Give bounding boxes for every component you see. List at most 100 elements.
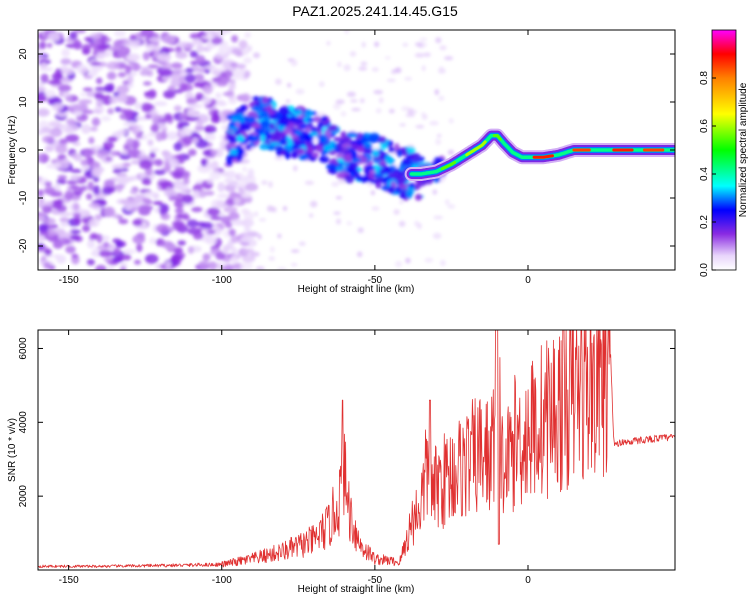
spectrogram-noise-cell (39, 41, 46, 50)
spectrogram-noise-cell (238, 39, 248, 50)
spectrogram-noise-cell (102, 87, 114, 92)
spectrogram-noise-cell (174, 198, 185, 209)
spectrogram-noise-cell (141, 102, 153, 113)
spectrogram-ridge-cell (350, 150, 358, 160)
spectrogram-noise-cell (84, 36, 93, 42)
spectrogram-noise-cell (127, 149, 141, 156)
spectrogram-noise-cell (88, 218, 100, 228)
spectrogram-ridge-cell (350, 171, 356, 178)
colorbar-tick-label: 0.4 (699, 167, 710, 181)
spectrogram-ridge-cell (259, 120, 271, 129)
spectrogram-noise-cell (55, 145, 68, 154)
snr-xtick-label: -50 (368, 575, 383, 586)
spectrogram-noise-cell (240, 241, 250, 246)
spectrogram-noise-cell (230, 255, 239, 264)
spectrogram-noise-cell (219, 116, 229, 123)
spectrogram-noise-cell (247, 45, 252, 52)
spectrogram-noise-cell (435, 37, 442, 44)
spectrogram-noise-cell (433, 215, 444, 220)
spectrogram-noise-cell (179, 113, 187, 119)
spectrogram-noise-cell (217, 49, 225, 56)
spectrogram-ridge-cell (258, 127, 268, 137)
spectrogram-noise-cell (191, 206, 203, 213)
spectrogram-noise-cell (38, 231, 49, 236)
spectrogram-ytick-label: -20 (18, 238, 29, 253)
spectrogram-noise-cell (170, 78, 182, 88)
spectrogram-noise-cell (194, 183, 203, 191)
spectrogram-noise-cell (141, 177, 152, 186)
spectrogram-ridge-cell (389, 172, 400, 180)
spectrogram-noise-cell (44, 248, 52, 256)
spectrogram-ridge-cell (346, 132, 358, 138)
spectrogram-ridge-cell (356, 145, 365, 153)
spectrogram-noise-cell (409, 110, 418, 114)
spectrogram-noise-cell (141, 66, 150, 71)
spectrogram-noise-cell (421, 65, 426, 72)
spectrogram-ridge-cell (380, 186, 389, 191)
spectrogram-noise-cell (69, 31, 78, 40)
spectrogram-ridge-cell (396, 149, 402, 158)
spectrogram-noise-cell (43, 262, 51, 270)
spectrogram-noise-cell (344, 30, 350, 34)
spectrogram-ytick-label: 0 (18, 147, 29, 153)
spectrogram-noise-cell (304, 180, 315, 185)
spectrogram-noise-cell (228, 228, 236, 237)
spectrogram-noise-cell (176, 41, 188, 47)
spectrogram-noise-cell (160, 213, 171, 221)
spectrogram-noise-cell (231, 247, 238, 257)
spectrogram-noise-cell (274, 156, 284, 161)
spectrogram-ridge-cell (398, 171, 406, 177)
spectrogram-noise-cell (240, 95, 251, 102)
spectrogram-noise-cell (212, 77, 222, 83)
spectrogram-noise-cell (42, 135, 55, 144)
spectrogram-ridge-cell (359, 137, 369, 143)
spectrogram-noise-cell (86, 193, 93, 200)
spectrogram-ylabel: Frequency (Hz) (7, 116, 18, 185)
spectrogram-noise-cell (74, 30, 86, 34)
spectrogram-noise-cell (204, 127, 212, 134)
spectrogram-noise-cell (80, 185, 88, 191)
spectrogram-noise-cell (96, 98, 104, 108)
spectrogram-noise-cell (337, 61, 342, 68)
spectrogram-ridge-cell (335, 165, 345, 172)
spectrogram-ridge-cell (388, 186, 395, 194)
spectrogram-noise-cell (95, 77, 103, 85)
spectrogram-noise-cell (107, 266, 115, 270)
spectrogram-noise-cell (38, 55, 43, 61)
spectrogram-noise-cell (186, 116, 200, 122)
spectrogram-ridge-cell (314, 143, 325, 152)
spectrogram-noise-cell (100, 95, 114, 105)
spectrogram-noise-cell (414, 42, 423, 47)
spectrogram-noise-cell (200, 35, 215, 40)
spectrogram-noise-cell (194, 73, 205, 82)
spectrogram-noise-cell (166, 226, 175, 231)
spectrogram-noise-cell (361, 41, 366, 48)
spectrogram-noise-cell (246, 174, 254, 179)
spectrogram-ridge-cell (252, 135, 259, 142)
snr-ytick-label: 2000 (18, 485, 29, 508)
spectrogram-ridge-cell (245, 144, 252, 151)
spectrogram-noise-cell (447, 149, 455, 155)
snr-data (38, 330, 675, 568)
spectrogram-noise-cell (147, 132, 159, 137)
spectrogram-noise-cell (81, 124, 91, 134)
spectrogram-noise-cell (91, 117, 101, 127)
spectrogram-hot-segment (532, 154, 554, 159)
spectrogram-ridge-cell (287, 138, 293, 148)
spectrogram-noise-cell (73, 103, 87, 112)
spectrogram-noise-cell (241, 254, 256, 263)
spectrogram-ridge-cell (234, 130, 241, 136)
spectrogram-noise-cell (116, 85, 130, 94)
spectrogram-ytick-label: 10 (18, 96, 29, 108)
spectrogram-noise-cell (258, 218, 267, 222)
spectrogram-noise-cell (178, 75, 187, 83)
spectrogram-noise-cell (48, 130, 63, 136)
spectrogram-noise-cell (189, 50, 199, 58)
spectrogram-noise-cell (87, 181, 94, 191)
spectrogram-noise-cell (135, 116, 149, 121)
spectrogram-noise-cell (38, 153, 43, 163)
spectrogram-noise-cell (57, 84, 72, 92)
spectrogram-noise-cell (238, 189, 245, 196)
colorbar-label: Normalized spectral amplitude (738, 82, 749, 217)
spectrogram-ridge-cell (327, 124, 338, 132)
